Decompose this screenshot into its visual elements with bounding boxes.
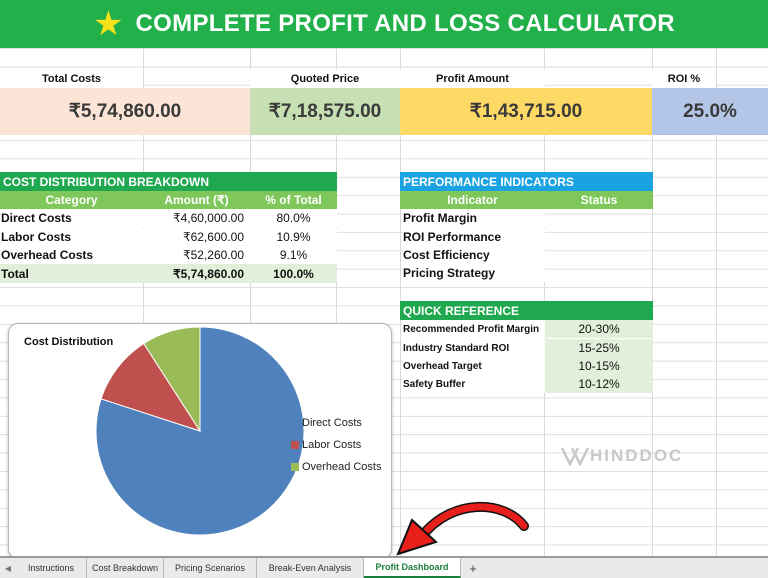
legend-item-overhead: Overhead Costs [291,456,381,478]
tab-instructions[interactable]: Instructions [16,558,87,578]
legend-swatch-labor [291,441,299,449]
pie-slice-labor[interactable] [100,342,202,432]
row-labor-pct[interactable]: 10.9% [250,228,337,246]
row-overhead-pct[interactable]: 9.1% [250,246,337,264]
qr-label-roi[interactable]: Industry Standard ROI [403,339,545,357]
sheet-tab-bar: ◀ Instructions Cost Breakdown Pricing Sc… [0,556,768,578]
red-arrow-icon [396,502,529,556]
legend-label-overhead: Overhead Costs [302,461,382,473]
col-amount: Amount (₹) [143,191,250,209]
qr-label-safety[interactable]: Safety Buffer [403,375,545,393]
row-total-amount[interactable]: ₹5,74,860.00 [143,264,250,283]
legend-label-labor: Labor Costs [302,439,362,451]
legend-item-labor: Labor Costs [291,434,381,456]
col-status: Status [545,191,653,209]
row-direct-amount[interactable]: ₹4,60,000.00 [143,209,250,227]
legend-item-direct: Direct Costs [291,412,381,434]
tab-pricing-scenarios[interactable]: Pricing Scenarios [164,558,257,578]
profit-amount-label: Profit Amount [400,70,545,88]
indicator-roi-performance[interactable]: ROI Performance [403,228,545,246]
quick-reference-title: QUICK REFERENCE [400,301,653,320]
row-overhead-category[interactable]: Overhead Costs [1,246,143,264]
pie-chart-svg [95,326,305,536]
qr-value-roi[interactable]: 15-25% [545,339,653,357]
cost-distribution-chart[interactable]: Cost Distribution Direct Costs Labor Cos… [8,323,392,559]
row-direct-category[interactable]: Direct Costs [1,209,143,227]
watermark-text: HINDDOC [590,446,684,465]
tab-break-even-analysis[interactable]: Break-Even Analysis [257,558,364,578]
row-labor-category[interactable]: Labor Costs [1,228,143,246]
page-title: COMPLETE PROFIT AND LOSS CALCULATOR [135,10,675,37]
roi-label: ROI % [652,70,716,88]
legend-swatch-direct [291,419,299,427]
qr-value-safety[interactable]: 10-12% [545,375,653,393]
row-labor-amount[interactable]: ₹62,600.00 [143,228,250,246]
add-sheet-button[interactable]: + [469,560,477,576]
chart-legend: Direct Costs Labor Costs Overhead Costs [291,412,381,478]
indicator-profit-margin[interactable]: Profit Margin [403,209,545,227]
pie-slice-overhead[interactable] [143,326,201,433]
total-costs-label: Total Costs [0,70,143,88]
col-indicator: Indicator [400,191,545,209]
indicator-cost-efficiency[interactable]: Cost Efficiency [403,246,545,264]
title-bar: ★ COMPLETE PROFIT AND LOSS CALCULATOR [0,0,768,48]
indicator-pricing-strategy[interactable]: Pricing Strategy [403,264,545,282]
quoted-price-label: Quoted Price [250,70,400,88]
star-icon: ★ [93,5,124,43]
performance-title: PERFORMANCE INDICATORS [400,172,653,191]
legend-swatch-overhead [291,463,299,471]
row-direct-pct[interactable]: 80.0% [250,209,337,227]
row-overhead-amount[interactable]: ₹52,260.00 [143,246,250,264]
row-total-pct[interactable]: 100.0% [250,264,337,283]
legend-label-direct: Direct Costs [302,417,362,429]
cost-breakdown-title: COST DISTRIBUTION BREAKDOWN [0,172,337,191]
pie-slice-direct[interactable] [95,326,305,536]
watermark-logo-icon [560,447,590,466]
total-costs-value[interactable]: ₹5,74,860.00 [0,88,250,135]
qr-value-overhead[interactable]: 10-15% [545,357,653,375]
watermark: HINDDOC [560,446,683,466]
qr-label-profit-margin[interactable]: Recommended Profit Margin [403,320,545,338]
row-total-category[interactable]: Total [0,264,143,283]
roi-value[interactable]: 25.0% [652,88,768,135]
profit-amount-value[interactable]: ₹1,43,715.00 [400,88,652,135]
col-category: Category [0,191,143,209]
tab-profit-dashboard[interactable]: Profit Dashboard [364,558,461,578]
col-percent: % of Total [250,191,337,209]
tab-cost-breakdown[interactable]: Cost Breakdown [87,558,164,578]
qr-label-overhead[interactable]: Overhead Target [403,357,545,375]
tab-scroll-left-icon[interactable]: ◀ [4,563,12,573]
chart-title: Cost Distribution [24,336,114,348]
quoted-price-value[interactable]: ₹7,18,575.00 [250,88,400,135]
qr-value-profit-margin[interactable]: 20-30% [545,320,653,338]
